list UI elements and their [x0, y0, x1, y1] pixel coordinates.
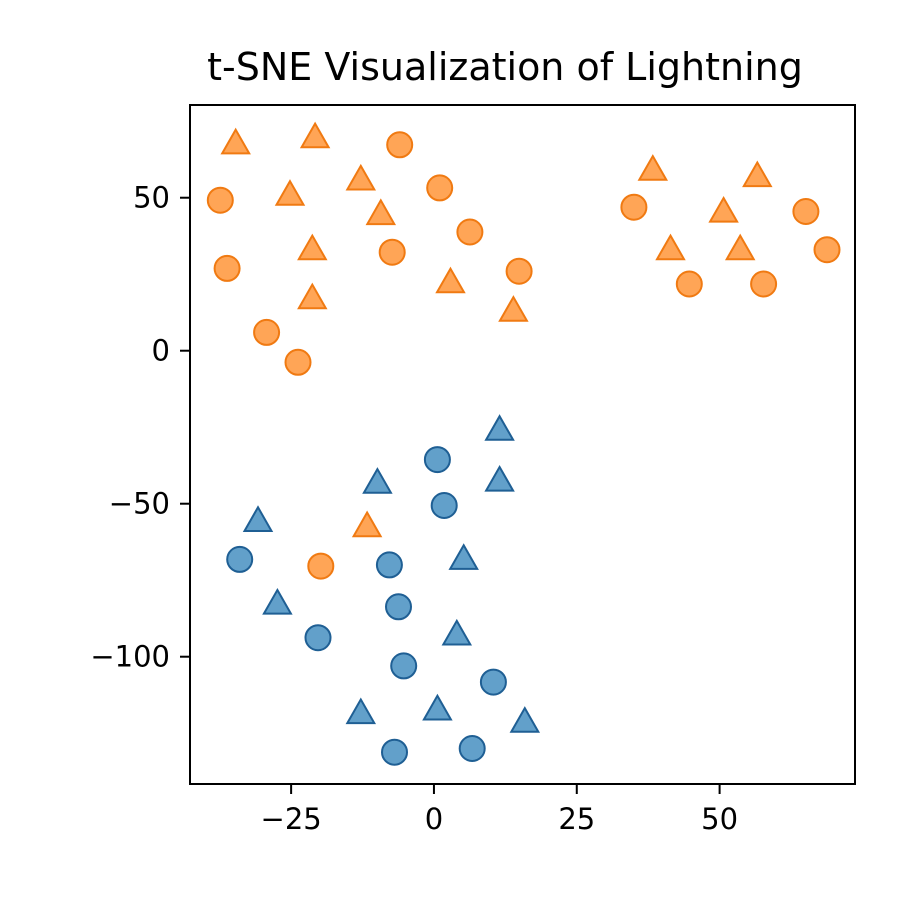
- data-point-orange-circle: [284, 348, 312, 376]
- data-point-blue-circle: [381, 738, 408, 766]
- data-point-orange-circle: [675, 270, 703, 298]
- data-point-orange-circle: [378, 238, 406, 266]
- data-point-blue-circle: [479, 668, 507, 696]
- y-tick-label: 0: [152, 334, 170, 368]
- data-point-blue-circle: [390, 652, 418, 680]
- data-point-orange-circle: [813, 236, 841, 264]
- points-layer: [206, 121, 841, 766]
- y-tick-label: 50: [133, 181, 170, 215]
- data-point-orange-triangle: [220, 127, 251, 155]
- x-tick-label: 50: [701, 802, 738, 836]
- data-point-orange-triangle: [655, 233, 686, 261]
- data-point-orange-triangle: [724, 233, 756, 261]
- data-point-orange-circle: [620, 193, 648, 221]
- data-point-orange-triangle: [297, 282, 328, 310]
- data-point-orange-circle: [505, 257, 533, 285]
- chart-title: t-SNE Visualization of Lightning: [207, 45, 803, 89]
- data-point-orange-circle: [386, 131, 414, 159]
- data-point-orange-triangle: [274, 179, 306, 206]
- data-point-blue-triangle: [242, 505, 274, 532]
- data-point-orange-circle: [456, 218, 484, 246]
- data-point-blue-circle: [430, 492, 458, 519]
- data-point-orange-circle: [213, 254, 241, 282]
- data-point-blue-circle: [385, 593, 412, 621]
- data-point-blue-triangle: [362, 467, 393, 494]
- data-point-blue-circle: [458, 735, 486, 762]
- data-point-blue-triangle: [484, 464, 515, 492]
- data-point-blue-triangle: [484, 414, 515, 441]
- data-point-orange-triangle: [498, 295, 529, 322]
- data-point-orange-triangle: [297, 233, 328, 261]
- x-tick-label: 25: [558, 802, 595, 836]
- data-point-orange-triangle: [435, 266, 466, 294]
- data-point-blue-circle: [375, 551, 403, 579]
- data-point-blue-circle: [423, 446, 451, 474]
- data-point-orange-circle: [426, 174, 454, 202]
- data-point-blue-circle: [304, 624, 332, 652]
- ticks-layer: −25 0 25 50 50 0 −50 −100: [90, 181, 738, 836]
- data-point-blue-circle: [226, 545, 254, 573]
- data-point-orange-triangle: [351, 510, 383, 538]
- x-tick-label: −25: [261, 802, 322, 836]
- data-point-orange-circle: [792, 198, 820, 225]
- plot-area-frame: [189, 104, 856, 785]
- data-point-orange-triangle: [637, 154, 669, 181]
- data-point-orange-circle: [206, 186, 234, 214]
- data-point-orange-circle: [253, 318, 281, 346]
- data-point-orange-triangle: [742, 160, 773, 188]
- data-point-orange-triangle: [345, 163, 377, 191]
- y-tick-label: −100: [90, 640, 170, 674]
- data-point-orange-triangle: [708, 195, 739, 223]
- data-point-blue-triangle: [441, 618, 473, 646]
- data-point-blue-triangle: [345, 697, 377, 725]
- data-point-blue-triangle: [422, 693, 453, 721]
- data-point-blue-triangle: [262, 587, 293, 615]
- data-point-blue-triangle: [448, 543, 479, 570]
- data-point-blue-triangle: [509, 706, 541, 733]
- data-point-orange-circle: [307, 552, 335, 580]
- x-tick-label: 0: [425, 802, 443, 836]
- data-point-orange-circle: [750, 270, 778, 298]
- data-point-orange-triangle: [365, 198, 397, 226]
- data-point-orange-triangle: [299, 121, 331, 149]
- y-tick-label: −50: [109, 487, 170, 521]
